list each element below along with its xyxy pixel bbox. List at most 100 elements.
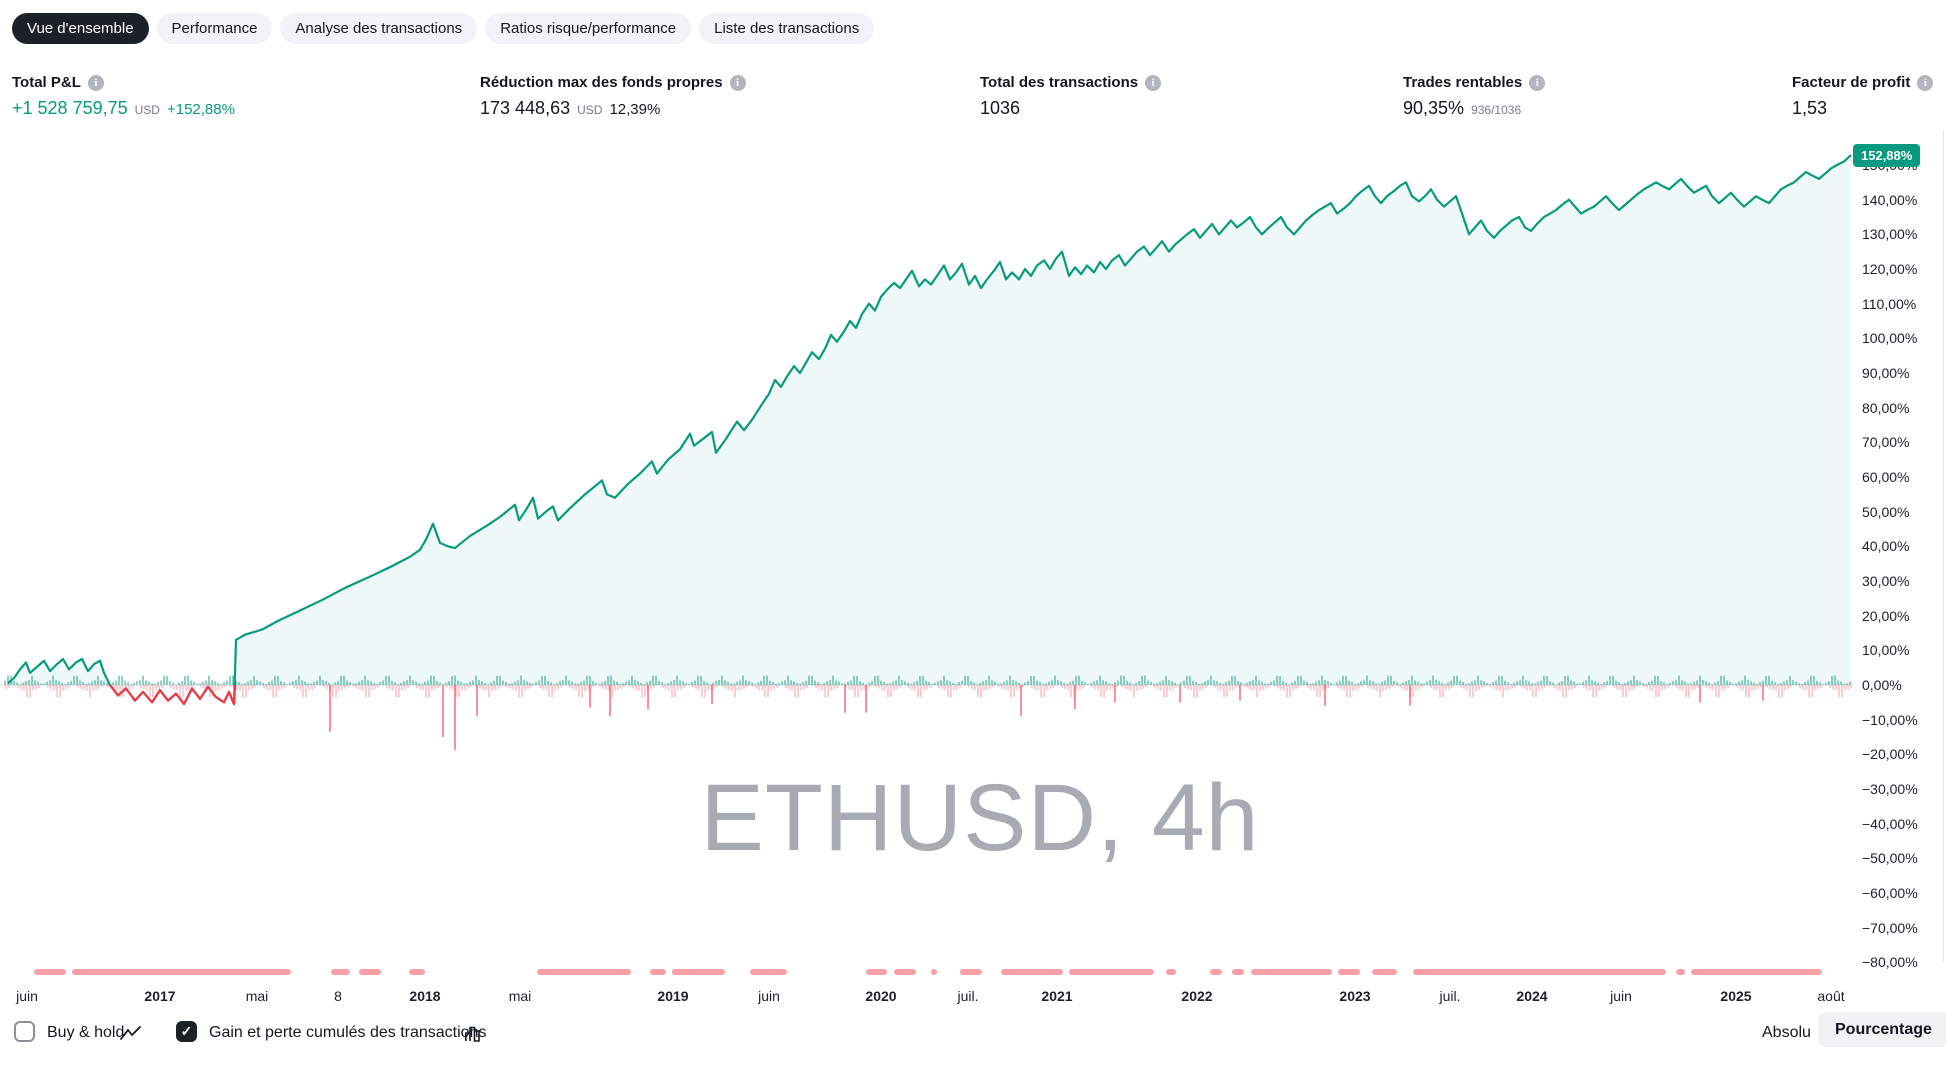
x-axis-tick: mai [245, 988, 269, 1004]
stat-total-pnl-value: +1 528 759,75 [12, 98, 128, 118]
stat-total-pnl-percent: +152,88% [166, 101, 235, 118]
drawdown-dash [1676, 969, 1685, 975]
drawdown-dash [1372, 969, 1397, 975]
y-axis-tick: 110,00% [1862, 295, 1917, 312]
drawdown-dash [866, 969, 887, 975]
tab-overview[interactable]: Vue d'ensemble [12, 13, 149, 44]
y-axis-tick: −40,00% [1862, 815, 1918, 832]
x-axis-tick: 8 [334, 988, 342, 1004]
equity-area-fill [8, 155, 1851, 685]
absolute-mode-button[interactable]: Absolu [1762, 1024, 1811, 1041]
stat-profitable-trades-value: 90,35% [1403, 98, 1465, 118]
stat-profitable-trades: Trades rentables i 90,35% 936/1036 [1403, 74, 1546, 119]
x-axis-tick: 2018 [409, 988, 441, 1004]
equity-curve-negative-segment [109, 684, 237, 706]
buy-hold-checkbox[interactable] [14, 1021, 35, 1042]
stat-total-trades: Total des transactions i 1036 [980, 74, 1162, 119]
tab-risk-ratios[interactable]: Ratios risque/performance [485, 13, 692, 44]
x-axis-tick: mai [508, 988, 532, 1004]
axis-border-line [1943, 130, 1944, 962]
y-axis-tick: 130,00% [1862, 226, 1918, 243]
drawdown-dash [750, 969, 787, 975]
x-axis-tick: 2022 [1181, 988, 1213, 1004]
drawdown-dash [34, 969, 66, 975]
stat-profit-factor-value: 1,53 [1792, 98, 1828, 118]
y-axis-tick: 40,00% [1862, 538, 1910, 555]
last-value-badge: 152,88% [1853, 144, 1921, 167]
large-loss-spikes [329, 685, 1764, 750]
y-axis-tick: 60,00% [1862, 468, 1910, 485]
y-axis-tick: 50,00% [1862, 503, 1910, 520]
y-axis-tick: −50,00% [1862, 850, 1918, 867]
x-axis-tick: août [1817, 988, 1845, 1004]
buy-hold-label: Buy & hold [47, 1024, 125, 1041]
stat-max-drawdown-unit: USD [577, 103, 603, 117]
x-axis-tick: 2023 [1339, 988, 1371, 1004]
stat-max-drawdown-percent: 12,39% [609, 101, 661, 118]
y-axis-tick: 70,00% [1862, 434, 1910, 451]
tab-performance[interactable]: Performance [156, 13, 273, 44]
trade-pnl-histogram-up [4, 675, 1851, 685]
y-axis-tick: 80,00% [1862, 399, 1910, 416]
x-axis-tick: juil. [957, 988, 979, 1004]
y-axis-tick: 90,00% [1862, 364, 1910, 381]
drawdown-dash [1166, 969, 1176, 975]
stat-max-drawdown-label: Réduction max des fonds propres [480, 74, 723, 91]
info-icon[interactable]: i [729, 74, 746, 91]
cumulative-pnl-checkbox[interactable]: ✓ [176, 1021, 197, 1042]
equity-chart-svg[interactable] [0, 130, 1852, 970]
drawdown-dash [359, 969, 381, 975]
stat-profit-factor: Facteur de profit i 1,53 [1792, 74, 1934, 119]
drawdown-dash [1069, 969, 1154, 975]
y-axis-tick: 100,00% [1862, 330, 1918, 347]
report-tabs: Vue d'ensemble Performance Analyse des t… [12, 13, 875, 44]
y-axis-tick: 140,00% [1862, 191, 1918, 208]
y-axis-tick: −20,00% [1862, 746, 1918, 763]
y-axis-tick: −80,00% [1862, 954, 1918, 971]
y-axis-tick: 30,00% [1862, 572, 1910, 589]
checkmark-icon: ✓ [180, 1023, 193, 1039]
bar-chart-icon [465, 1026, 480, 1042]
x-axis-tick: 2024 [1516, 988, 1548, 1004]
cumulative-pnl-label: Gain et perte cumulés des transactions [209, 1024, 487, 1041]
stat-max-drawdown: Réduction max des fonds propres i 173 448… [480, 74, 746, 119]
stat-total-pnl-unit: USD [134, 103, 160, 117]
trade-pnl-histogram-down [5, 685, 1852, 698]
percentage-mode-button[interactable]: Pourcentage [1818, 1012, 1946, 1047]
y-axis-tick: 10,00% [1862, 642, 1910, 659]
drawdown-dash [72, 969, 291, 975]
drawdown-dash [409, 969, 425, 975]
stat-profit-factor-label: Facteur de profit [1792, 74, 1911, 91]
drawdown-dash [1251, 969, 1332, 975]
drawdown-dash [331, 969, 350, 975]
drawdown-dash [894, 969, 916, 975]
info-icon[interactable]: i [1145, 74, 1162, 91]
drawdown-dash [1338, 969, 1360, 975]
stat-profitable-trades-label: Trades rentables [1403, 74, 1523, 91]
x-axis-tick: juin [758, 988, 780, 1004]
drawdown-dash [1232, 969, 1244, 975]
drawdown-dash [1691, 969, 1822, 975]
stat-total-trades-value: 1036 [980, 98, 1021, 118]
x-axis-tick: 2020 [865, 988, 897, 1004]
tab-trades-list[interactable]: Liste des transactions [699, 13, 875, 44]
stat-max-drawdown-value: 173 448,63 [480, 98, 571, 118]
y-axis-tick: −60,00% [1862, 885, 1918, 901]
x-axis-tick: 2019 [657, 988, 689, 1004]
info-icon[interactable]: i [1529, 74, 1546, 91]
x-axis-tick: 2017 [144, 988, 176, 1004]
x-axis-tick: juil. [1439, 988, 1461, 1004]
info-icon[interactable]: i [1917, 74, 1934, 91]
info-icon[interactable]: i [87, 74, 104, 91]
x-axis-tick: juin [16, 988, 38, 1004]
drawdown-dash [960, 969, 982, 975]
x-axis-tick: 2025 [1720, 988, 1752, 1004]
drawdown-dash [1413, 969, 1666, 975]
trend-line-icon [120, 1026, 141, 1040]
stat-profitable-trades-detail: 936/1036 [1471, 103, 1522, 117]
tab-trades-analysis[interactable]: Analyse des transactions [280, 13, 478, 44]
y-axis-tick: −70,00% [1862, 919, 1918, 936]
equity-chart[interactable] [0, 130, 1852, 970]
stat-total-pnl-label: Total P&L [12, 74, 81, 91]
drawdown-dash [672, 969, 725, 975]
